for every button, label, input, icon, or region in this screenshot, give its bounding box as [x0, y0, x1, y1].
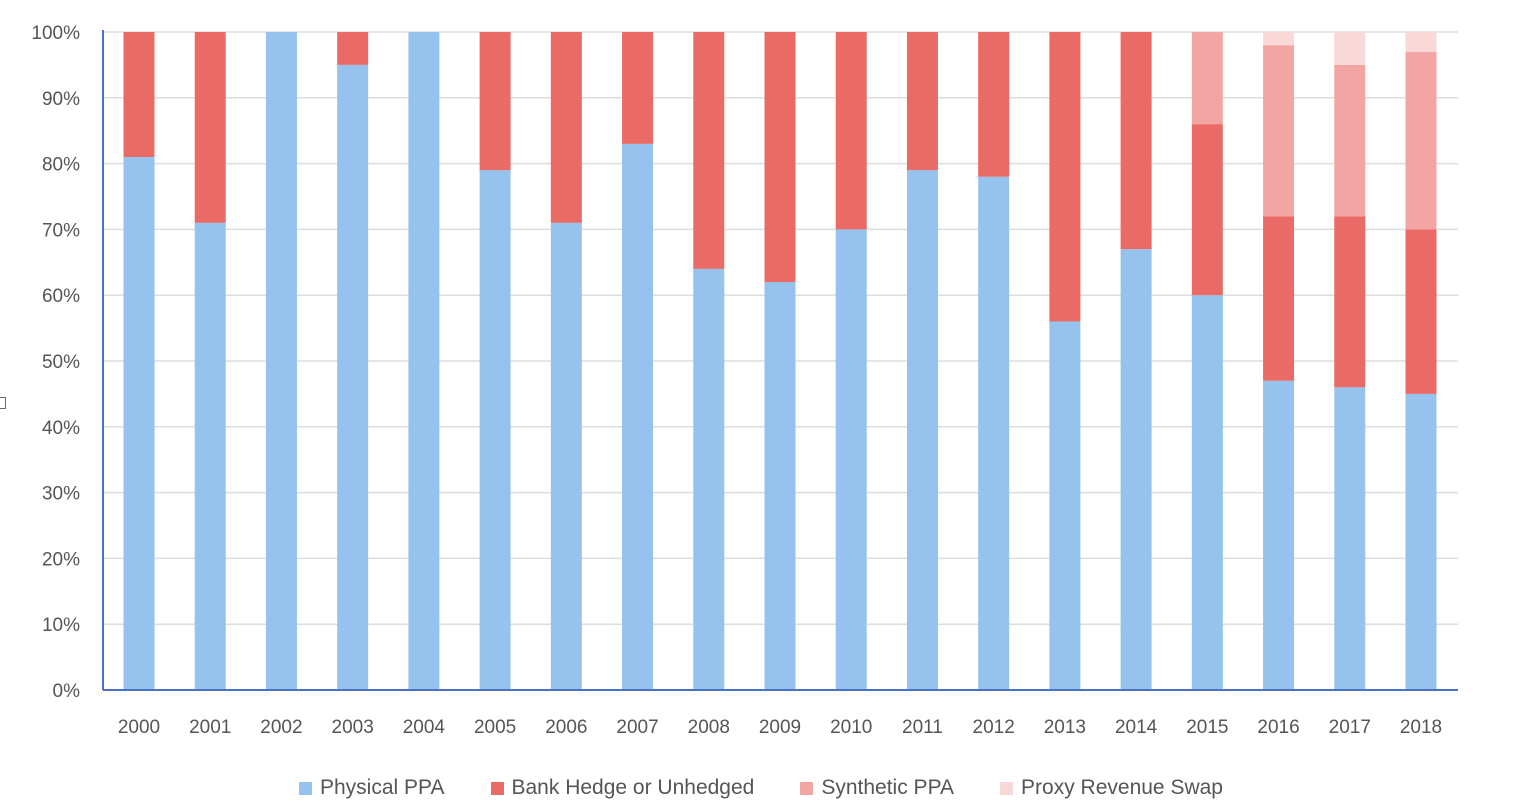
bar-segment [978, 176, 1010, 690]
bar-segment [1191, 124, 1223, 296]
x-tick-label: 2000 [118, 717, 160, 738]
bar-segment [1263, 216, 1295, 381]
bar-segment [408, 32, 440, 690]
y-tick-label: 80% [42, 155, 80, 176]
x-tick-label: 2017 [1329, 717, 1371, 738]
legend-item-physical-ppa: Physical PPA [299, 776, 445, 800]
bar-segment [1191, 32, 1223, 125]
x-tick-label: 2010 [830, 717, 872, 738]
x-tick-label: 2009 [759, 717, 801, 738]
bar-segment [1120, 32, 1152, 250]
bar-segment [1405, 393, 1437, 690]
bar-segment [1263, 380, 1295, 690]
legend-swatch [800, 781, 814, 795]
x-tick-label: 2012 [973, 717, 1015, 738]
y-tick-label: 70% [42, 220, 80, 241]
bar-segment [1334, 32, 1366, 65]
x-tick-label: 2001 [189, 717, 231, 738]
x-tick-label: 2014 [1115, 717, 1158, 738]
bar-segment [906, 32, 938, 171]
bar-segment [764, 282, 796, 690]
legend-label: Bank Hedge or Unhedged [511, 776, 755, 799]
x-tick-label: 2005 [474, 717, 516, 738]
bar-segment [622, 143, 654, 691]
legend-item-proxy-revenue-swap: Proxy Revenue Swap [1000, 776, 1223, 800]
bar-segment [764, 32, 796, 283]
x-axis-tick-labels: 2000 2001 2002 2003 2004 2005 2006 2007 2008 2009… [118, 717, 1442, 738]
bar-segment [1049, 321, 1081, 690]
bar-segment [1334, 64, 1366, 217]
bar-segment [622, 32, 654, 144]
bar-segment [906, 170, 938, 690]
y-tick-label: 30% [42, 484, 80, 505]
bar-segment [1191, 295, 1223, 690]
bar-segment [123, 32, 155, 158]
x-tick-label: 2002 [260, 717, 302, 738]
x-tick-label: 2007 [616, 717, 658, 738]
x-tick-label: 2008 [688, 717, 730, 738]
bar-segment [1120, 249, 1152, 690]
y-axis-tick-labels: 0% 10% 20% 30% 40% 50% 60% 70% 80% 90% 100% [31, 23, 80, 702]
legend-swatch [299, 781, 312, 795]
bar-segment [978, 32, 1010, 177]
bar-segment [1334, 216, 1366, 388]
bar-segment [1405, 51, 1437, 230]
axes [102, 30, 1458, 691]
stacked-bar-chart: 0%10%20%30%40%50%60%70%80%90%100% 2000 20… [31, 23, 1458, 738]
y-tick-label: 20% [42, 549, 80, 570]
x-tick-label: 2004 [403, 717, 446, 738]
bar-segment [1049, 32, 1081, 322]
y-tick-label: 0% [53, 681, 81, 702]
legend-label: Synthetic PPA [821, 776, 955, 799]
bar-segment [835, 32, 867, 230]
bar-segment [479, 32, 511, 171]
bar-segment [1405, 32, 1437, 52]
legend-label: Proxy Revenue Swap [1021, 776, 1223, 799]
bar-segment [1334, 387, 1366, 690]
legend-swatch [1000, 781, 1014, 795]
bar-segment [194, 32, 226, 223]
legend-item-synthetic-ppa: Synthetic PPA [800, 776, 954, 800]
bar-segment [835, 229, 867, 690]
legend-item-bank-hedge: Bank Hedge or Unhedged [490, 776, 755, 800]
y-tick-label: 40% [42, 418, 80, 439]
bar-segment [693, 268, 725, 690]
x-tick-label: 2003 [332, 717, 374, 738]
x-tick-label: 2006 [545, 717, 587, 738]
bar-segment [337, 64, 369, 690]
bar-segment [1263, 32, 1295, 46]
x-tick-label: 2016 [1257, 717, 1299, 738]
legend-swatch [490, 781, 504, 795]
bar-segment [337, 32, 369, 65]
bar-segment [550, 222, 582, 690]
bar-segment [1405, 229, 1437, 394]
legend-label: Physical PPA [320, 776, 445, 799]
bars [123, 32, 1437, 691]
bar-segment [194, 222, 226, 690]
y-tick-label: 10% [42, 615, 80, 636]
x-tick-label: 2018 [1400, 717, 1442, 738]
x-tick-label: 2015 [1186, 717, 1228, 738]
bar-segment [1263, 45, 1295, 217]
y-tick-label: 50% [42, 352, 80, 373]
bar-segment [265, 32, 297, 690]
edge-bracket-mark [0, 397, 6, 409]
bar-segment [550, 32, 582, 223]
y-tick-label: 60% [42, 286, 80, 307]
y-tick-label: 100% [31, 23, 80, 44]
chart-legend: Physical PPA Bank Hedge or Unhedged Synt… [0, 770, 1522, 806]
x-tick-label: 2013 [1044, 717, 1086, 738]
x-tick-label: 2011 [902, 717, 943, 738]
bar-segment [693, 32, 725, 269]
y-tick-label: 90% [42, 89, 80, 110]
bar-segment [123, 157, 155, 690]
bar-segment [479, 170, 511, 690]
